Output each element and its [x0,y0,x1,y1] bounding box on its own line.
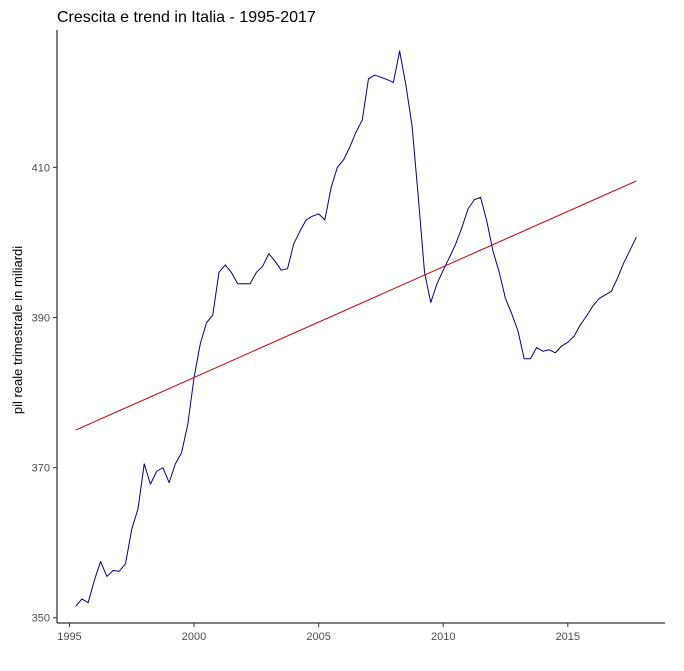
x-ticks: 1995 2000 2005 2010 2015 [57,623,580,643]
trend-line [75,180,637,431]
x-tick-label: 2010 [431,631,455,643]
y-tick-label: 370 [32,463,50,475]
x-tick-label: 1995 [57,631,81,643]
x-tick-label: 2005 [306,631,330,643]
series-layer [75,50,637,607]
y-axis-label: pil reale trimestrale in miliardi [10,246,25,414]
gdp-line [75,50,637,607]
x-tick-label: 2000 [182,631,206,643]
y-tick-label: 410 [32,162,50,174]
y-tick-label: 390 [32,312,50,324]
y-tick-label: 350 [32,613,50,625]
x-tick-label: 2015 [556,631,580,643]
y-ticks: 350 370 390 410 [32,162,57,625]
chart-title: Crescita e trend in Italia - 1995-2017 [57,9,316,26]
